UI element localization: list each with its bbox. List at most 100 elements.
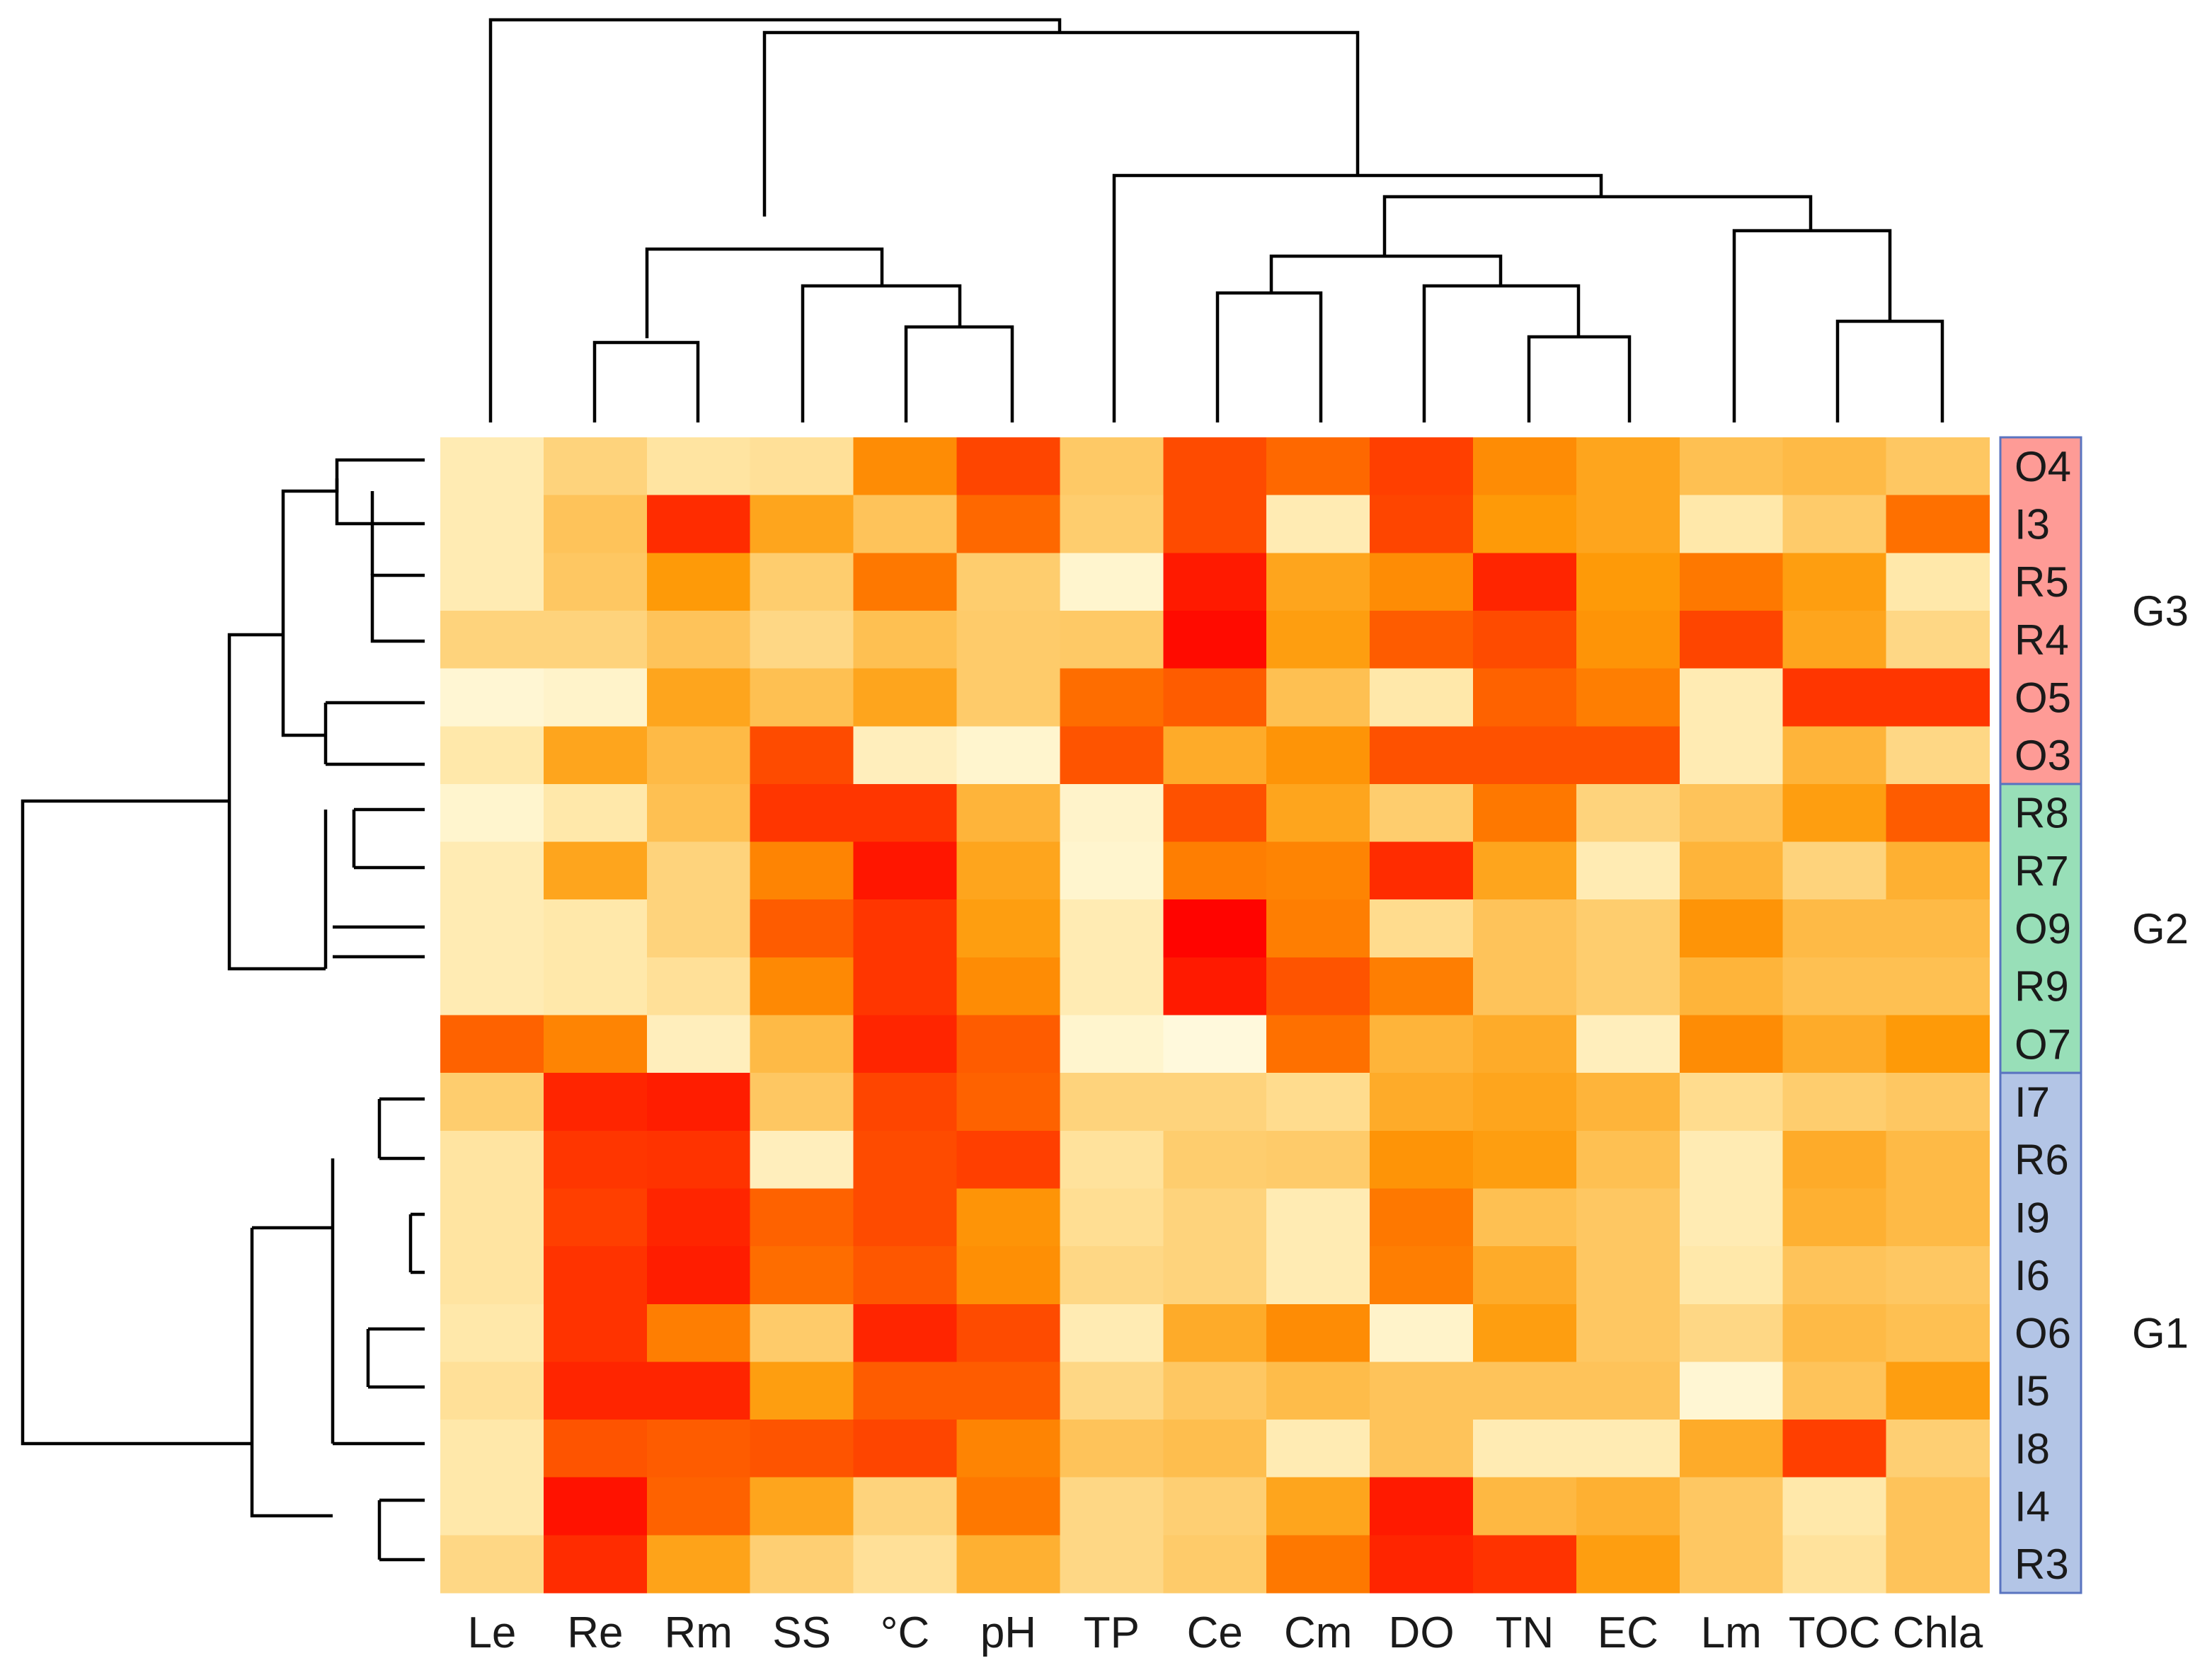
heatmap-cell-I5-TP (1060, 1362, 1164, 1420)
heatmap-cell-R7-DO (1370, 841, 1474, 900)
heatmap-cell-O7-pH (956, 1015, 1060, 1074)
heatmap-cell-I8-EC (1576, 1420, 1680, 1478)
heatmap-cell-R3-pH (956, 1535, 1060, 1594)
heatmap-cell-O3-SS (750, 726, 854, 785)
heatmap-cell-I7-Cm (1266, 1073, 1370, 1132)
heatmap-cell-O4-°C (853, 437, 958, 496)
column-label-9: DO (1389, 1608, 1455, 1657)
heatmap-cell-O6-pH (956, 1303, 1060, 1362)
heatmap-cell-O5-SS (750, 668, 854, 727)
heatmap-cell-R6-Chla (1886, 1130, 1990, 1190)
row-label-I4: I4 (2015, 1483, 2050, 1531)
heatmap-cell-O6-TOC (1782, 1303, 1887, 1362)
heatmap-cell-I6-Le (440, 1246, 544, 1305)
heatmap-cell-I4-Le (440, 1477, 544, 1536)
heatmap-cell-I3-Cm (1266, 495, 1370, 553)
heatmap-cell-O7-Lm (1679, 1015, 1784, 1074)
heatmap-cell-I8-pH (956, 1420, 1060, 1478)
heatmap-cell-R6-TN (1473, 1130, 1577, 1190)
row-label-I5: I5 (2015, 1367, 2050, 1415)
heatmap-cell-R9-Ce (1163, 957, 1267, 1016)
heatmap-cell-R7-Cm (1266, 841, 1370, 900)
heatmap-cell-I3-Lm (1679, 495, 1784, 553)
heatmap-cell-R8-Lm (1679, 783, 1784, 843)
heatmap-cell-R8-TOC (1782, 783, 1887, 843)
heatmap-cell-I5-EC (1576, 1362, 1680, 1420)
heatmap-cell-O4-pH (956, 437, 1060, 496)
heatmap-cell-O6-EC (1576, 1303, 1680, 1362)
heatmap-cell-I3-TOC (1782, 495, 1887, 553)
heatmap-cell-O5-°C (853, 668, 958, 727)
heatmap-cell-O4-Lm (1679, 437, 1784, 496)
group-label-G3: G3 (2132, 587, 2189, 635)
heatmap-cell-I4-DO (1370, 1477, 1474, 1536)
heatmap-cell-I8-TOC (1782, 1420, 1887, 1478)
heatmap-cell-I9-DO (1370, 1188, 1474, 1247)
heatmap-cell-I6-Rm (646, 1246, 751, 1305)
heatmap-cell-R3-Le (440, 1535, 544, 1594)
group-strip-G3 (1999, 436, 2082, 785)
heatmap-cell-O6-Le (440, 1303, 544, 1362)
heatmap-cell-O9-SS (750, 899, 854, 958)
heatmap-cell-R5-TP (1060, 553, 1164, 611)
heatmap-cell-O6-SS (750, 1303, 854, 1362)
heatmap-cell-R6-Re (543, 1130, 648, 1190)
heatmap-cell-R7-TP (1060, 841, 1164, 900)
heatmap-cell-I5-Chla (1886, 1362, 1990, 1420)
heatmap-cell-I9-Cm (1266, 1188, 1370, 1247)
heatmap-cell-R4-Chla (1886, 610, 1990, 669)
heatmap-cell-R6-Lm (1679, 1130, 1784, 1190)
heatmap-cell-I5-SS (750, 1362, 854, 1420)
heatmap-cell-I9-Le (440, 1188, 544, 1247)
heatmap-cell-R9-°C (853, 957, 958, 1016)
row-label-R6: R6 (2015, 1136, 2069, 1184)
heatmap-cell-R9-Re (543, 957, 648, 1016)
heatmap-cell-R5-Chla (1886, 553, 1990, 611)
heatmap-cell-R5-Lm (1679, 553, 1784, 611)
heatmap-cell-O9-Re (543, 899, 648, 958)
heatmap-cell-R8-Le (440, 783, 544, 843)
heatmap-cell-R9-Cm (1266, 957, 1370, 1016)
heatmap-cell-I7-Rm (646, 1073, 751, 1132)
heatmap-cell-R3-°C (853, 1535, 958, 1594)
heatmap-cell-O3-Cm (1266, 726, 1370, 785)
heatmap-cell-I7-Re (543, 1073, 648, 1132)
heatmap-cell-R9-Le (440, 957, 544, 1016)
heatmap-cell-I8-Cm (1266, 1420, 1370, 1478)
heatmap-cell-I9-SS (750, 1188, 854, 1247)
heatmap-cell-O7-Cm (1266, 1015, 1370, 1074)
heatmap-cell-O6-DO (1370, 1303, 1474, 1362)
heatmap-cell-I6-Cm (1266, 1246, 1370, 1305)
heatmap-cell-O7-Chla (1886, 1015, 1990, 1074)
heatmap-cell-I5-Rm (646, 1362, 751, 1420)
heatmap-cell-I4-Lm (1679, 1477, 1784, 1536)
heatmap-cell-R8-TP (1060, 783, 1164, 843)
heatmap-cell-R5-DO (1370, 553, 1474, 611)
heatmap-cell-O4-TN (1473, 437, 1577, 496)
heatmap-cell-R8-°C (853, 783, 958, 843)
group-strip-G1 (1999, 1071, 2082, 1594)
heatmap-cell-O7-TOC (1782, 1015, 1887, 1074)
heatmap-cell-R8-Ce (1163, 783, 1267, 843)
heatmap-cell-R3-EC (1576, 1535, 1680, 1594)
heatmap-cell-O6-TP (1060, 1303, 1164, 1362)
heatmap-cell-I7-DO (1370, 1073, 1474, 1132)
heatmap-cell-I9-Chla (1886, 1188, 1990, 1247)
heatmap-cell-I3-DO (1370, 495, 1474, 553)
heatmap-cell-O7-Le (440, 1015, 544, 1074)
heatmap-cell-O5-Re (543, 668, 648, 727)
heatmap-cell-O4-DO (1370, 437, 1474, 496)
heatmap-cell-O5-Chla (1886, 668, 1990, 727)
heatmap-cell-R6-TP (1060, 1130, 1164, 1190)
heatmap-cells (440, 437, 1990, 1594)
heatmap-cell-R8-EC (1576, 783, 1680, 843)
heatmap-cell-R9-pH (956, 957, 1060, 1016)
heatmap-cell-R6-EC (1576, 1130, 1680, 1190)
heatmap-cell-I9-TOC (1782, 1188, 1887, 1247)
heatmap-cell-R4-TP (1060, 610, 1164, 669)
heatmap-cell-O7-TP (1060, 1015, 1164, 1074)
heatmap-cell-R3-Cm (1266, 1535, 1370, 1594)
heatmap-cell-I3-pH (956, 495, 1060, 553)
heatmap-cell-O3-TN (1473, 726, 1577, 785)
heatmap-cell-R4-Lm (1679, 610, 1784, 669)
